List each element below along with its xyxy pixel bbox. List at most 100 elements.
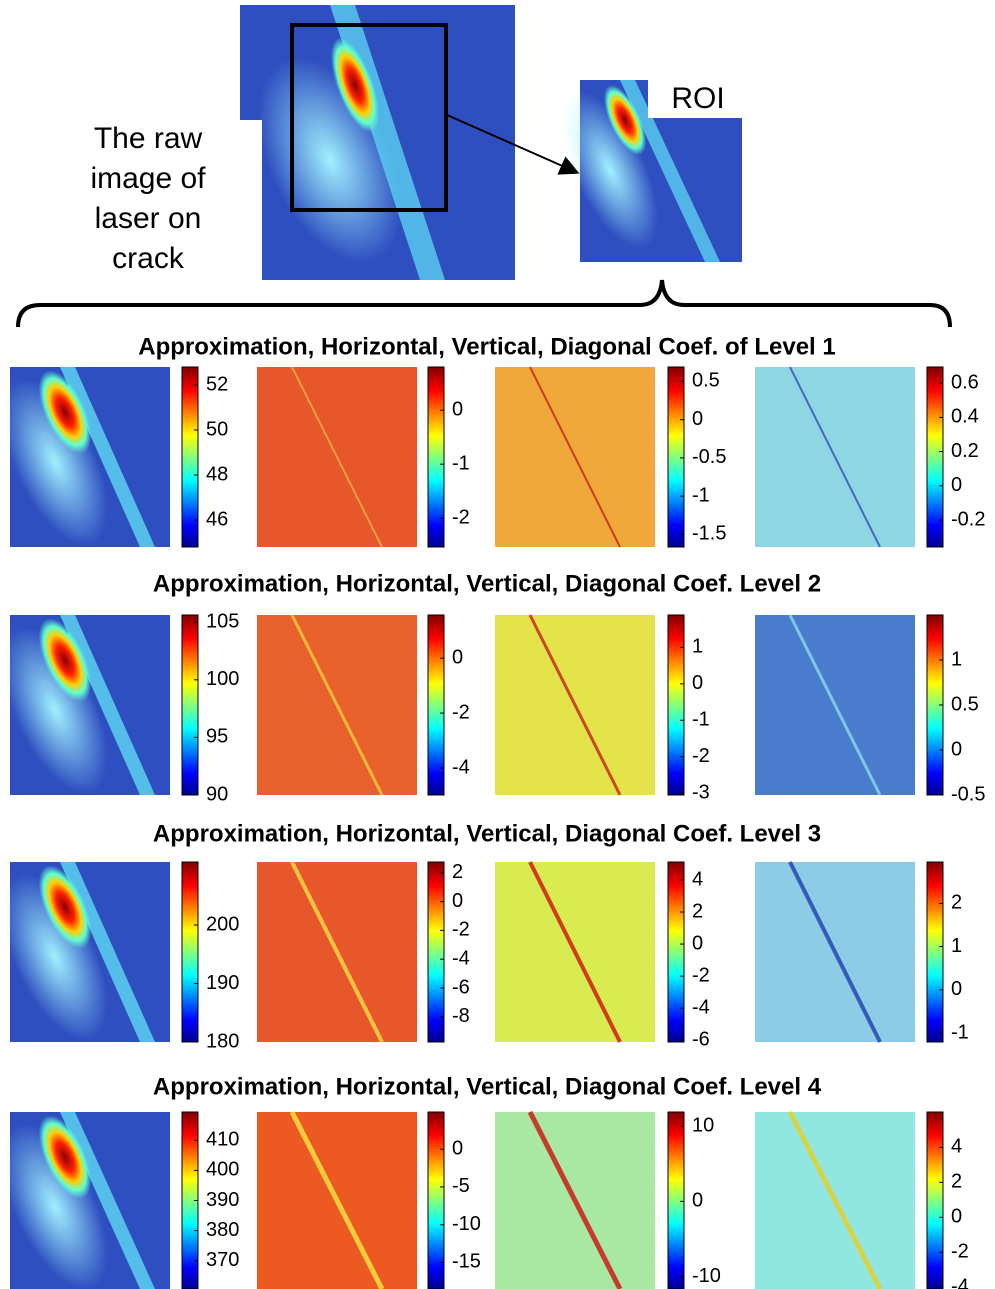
- crack-line: [789, 366, 881, 548]
- coef-image: [257, 861, 417, 1043]
- crack-line: [528, 861, 622, 1043]
- colorbar-tick: -2: [452, 506, 470, 528]
- colorbar-tick: 4: [951, 1136, 962, 1158]
- colorbar-tick: 190: [206, 972, 239, 994]
- colorbar-tick: 0: [951, 978, 962, 1000]
- colorbar-tick: 410: [206, 1129, 239, 1151]
- colorbar-tick: 0: [452, 890, 463, 912]
- coef-image: [2, 1112, 170, 1289]
- colorbar-tick: 0: [951, 1206, 962, 1228]
- brace: [16, 279, 952, 328]
- crack-line: [788, 861, 882, 1043]
- crack-line: [527, 1110, 623, 1289]
- colorbar-tick: 0: [692, 1190, 703, 1212]
- hotspot: [38, 618, 92, 702]
- crack-line: [291, 366, 383, 548]
- colorbar-tick: -15: [452, 1251, 481, 1273]
- crack-line: [528, 614, 622, 796]
- colorbar-tick: -1: [692, 484, 710, 506]
- colorbar: [427, 1111, 445, 1289]
- colorbar-tick: -5: [452, 1175, 470, 1197]
- colorbar: [926, 861, 944, 1043]
- colorbar-tick: 0: [452, 646, 463, 668]
- raw-label: laser on: [95, 202, 202, 235]
- coef-image: [2, 615, 170, 795]
- colorbar-tick: -4: [452, 947, 470, 969]
- colorbar: [427, 366, 445, 548]
- colorbar-tick: 2: [951, 892, 962, 914]
- glow: [2, 378, 108, 546]
- colorbar-tick: 46: [206, 508, 228, 530]
- colorbar-tick: 100: [206, 668, 239, 690]
- coef-image: [755, 861, 915, 1043]
- colorbar-tick: 0: [452, 398, 463, 420]
- glow: [2, 626, 108, 794]
- colorbar-tick: -0.5: [692, 446, 726, 468]
- hotspot: [38, 865, 92, 949]
- crack-line: [290, 861, 384, 1043]
- colorbar-tick: 0.5: [951, 693, 979, 715]
- row-title: Approximation, Horizontal, Vertical, Dia…: [153, 1073, 822, 1100]
- glow: [2, 1123, 108, 1289]
- colorbar: [667, 1111, 685, 1289]
- colorbar-tick: -2: [452, 919, 470, 941]
- coef-image: [495, 1110, 655, 1289]
- colorbar: [667, 861, 685, 1043]
- colorbar-tick: -4: [951, 1276, 969, 1289]
- colorbar-tick: 105: [206, 610, 239, 632]
- coef-image: [495, 861, 655, 1043]
- colorbar-tick: 52: [206, 373, 228, 395]
- roi-image: [562, 80, 742, 262]
- raw-label: image of: [90, 162, 206, 195]
- crack-line: [788, 614, 882, 796]
- colorbar: [181, 614, 199, 796]
- colorbar: [181, 366, 199, 548]
- raw-label: crack: [112, 242, 185, 275]
- colorbar: [667, 614, 685, 796]
- colorbar: [427, 861, 445, 1043]
- colorbar-tick: 200: [206, 913, 239, 935]
- colorbar-tick: -0.2: [951, 508, 985, 530]
- colorbar-tick: 400: [206, 1159, 239, 1181]
- colorbar-tick: 0.6: [951, 371, 979, 393]
- colorbar: [926, 366, 944, 548]
- coef-image: [2, 862, 170, 1042]
- colorbar-tick: -4: [452, 756, 470, 778]
- colorbar-tick: -1.5: [692, 523, 726, 545]
- coef-image: [257, 614, 417, 796]
- hotspot: [38, 370, 92, 454]
- coef-image: [755, 366, 915, 548]
- arrow: [446, 114, 580, 175]
- colorbar-tick: 180: [206, 1030, 239, 1052]
- colorbar-tick: -2: [692, 964, 710, 986]
- colorbar-tick: 0: [692, 672, 703, 694]
- crack-line: [529, 366, 621, 548]
- colorbar-tick: -10: [452, 1213, 481, 1235]
- colorbar-tick: 2: [452, 861, 463, 883]
- colorbar-tick: 10: [692, 1114, 714, 1136]
- colorbar-tick: 90: [206, 783, 228, 805]
- colorbar-tick: 0.2: [951, 440, 979, 462]
- colorbar-tick: -6: [452, 976, 470, 998]
- colorbar-tick: 380: [206, 1219, 239, 1241]
- colorbar: [427, 614, 445, 796]
- colorbar-tick: 370: [206, 1249, 239, 1271]
- raw-label: The raw: [94, 122, 203, 155]
- glow: [2, 873, 108, 1041]
- colorbar-tick: 0: [452, 1137, 463, 1159]
- coef-image: [257, 366, 417, 548]
- coef-image: [2, 367, 170, 547]
- colorbar-tick: 0.5: [692, 370, 720, 392]
- colorbar-tick: 0: [951, 738, 962, 760]
- colorbar-tick: 390: [206, 1189, 239, 1211]
- raw-image: [240, 5, 515, 280]
- crack-line: [289, 1110, 385, 1289]
- row-title: Approximation, Horizontal, Vertical, Dia…: [153, 820, 821, 847]
- coef-image: [257, 1110, 417, 1289]
- colorbar-tick: 48: [206, 463, 228, 485]
- colorbar-tick: -1: [452, 452, 470, 474]
- coef-image: [755, 1110, 915, 1289]
- colorbar-tick: 95: [206, 726, 228, 748]
- hotspot: [38, 1115, 92, 1199]
